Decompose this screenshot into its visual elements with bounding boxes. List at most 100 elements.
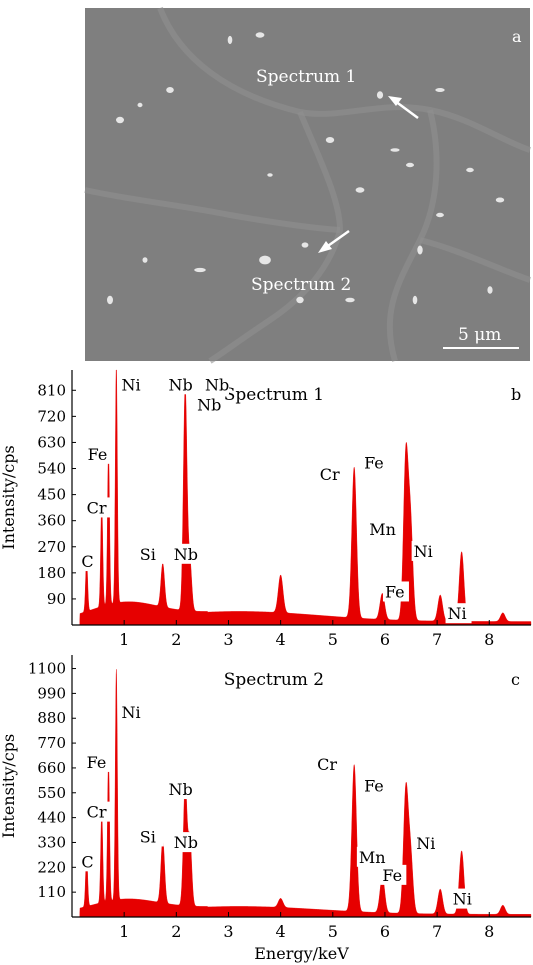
annotation-background [356,846,383,867]
y-tick-label: 810 [37,381,66,399]
annotation-background [166,374,193,395]
x-tick-label: 5 [328,630,338,649]
x-tick-label: 3 [223,630,233,649]
annotation-background [84,497,111,518]
x-tick-label: 8 [484,922,494,941]
annotation-background [84,801,111,822]
arrow-1-icon [388,96,419,120]
y-tick-label: 180 [37,564,66,582]
x-tick-label: 1 [119,630,129,649]
annotation-background [195,394,222,415]
peak-annotation: Cr [87,498,107,517]
y-tick-label: 330 [37,833,66,851]
annotation-background [84,751,111,772]
precipitate-particle [255,32,265,38]
peak-annotation: Fe [87,753,107,772]
peak-annotation: Ni [448,604,467,623]
chart-title: Spectrum 1 [224,385,324,405]
y-tick-label: 360 [37,512,66,530]
peak-annotation: Nb [174,833,198,852]
precipitate-particle [412,295,418,305]
annotation-background [414,833,441,854]
arrow-2-icon [318,229,350,253]
x-tick-label: 4 [276,630,286,649]
annotation-background [380,864,407,885]
precipitate-particle [227,35,233,45]
annotation-background [171,832,198,853]
peak-annotation: Fe [364,454,384,473]
precipitate-particle [406,162,414,168]
precipitate-particle [495,197,505,203]
precipitate-particles [107,32,505,305]
spectrum-area [79,369,532,626]
precipitate-particle [166,87,174,93]
x-tick-label: 5 [328,922,338,941]
x-tick-label: 8 [484,630,494,649]
peak-annotation: Nb [168,375,192,394]
annotation-background [137,543,164,564]
annotation-background [382,581,409,602]
peak-annotation: Cr [317,755,337,774]
panel-letter: c [511,670,520,689]
x-tick-label: 7 [432,630,442,649]
grain-boundary [208,110,344,364]
spectrum-area [79,669,532,918]
peak-annotation: Nb [197,396,221,415]
y-tick-label: 540 [37,460,66,478]
precipitate-particle [345,297,355,303]
scale-bar-label: 5 μm [458,325,501,345]
peak-annotation: Mn [369,520,396,539]
precipitate-particle [390,148,400,152]
annotation-background [85,443,112,464]
peak-annotation: C [81,852,93,871]
y-tick-label: 880 [37,709,66,727]
y-tick-label: 90 [47,590,66,608]
precipitate-particle [466,167,474,173]
annotation-background [119,374,146,395]
peak-annotation: Nb [205,375,229,394]
x-tick-label: 6 [380,630,390,649]
annotation-background [119,702,146,723]
sem-image-background [85,8,530,361]
x-tick-label: 1 [119,922,129,941]
precipitate-particle [296,296,304,304]
grain-boundary [84,187,341,233]
y-tick-label: 110 [37,883,66,901]
annotation-background [450,888,477,909]
peak-annotation: Cr [87,803,107,822]
annotation-background [362,452,389,473]
x-tick-label: 4 [276,922,286,941]
annotation-background [315,754,342,775]
precipitate-particle [435,88,445,92]
annotation-background [362,775,389,796]
annotation-background [166,779,193,800]
precipitate-particle [487,286,493,294]
y-tick-label: 1100 [28,660,66,678]
x-tick-label: 2 [171,630,181,649]
annotation-background [203,374,230,395]
annotation-background [367,519,394,540]
y-tick-label: 550 [37,784,66,802]
y-tick-label: 990 [37,684,66,702]
spectrum-2-chart: 1 2 3 4 5 6 7 8 110 220 330 440 550 660 770 880 990 1100 I… [0,655,532,963]
peak-annotation: Si [140,545,156,564]
spectrum-2-label: Spectrum 2 [251,275,351,295]
peak-annotation: Nb [174,545,198,564]
peak-annotation: Mn [359,848,386,867]
precipitate-particle [267,173,273,177]
sem-micrograph-panel: a Spectrum 1 Spectrum 2 5 μm [84,6,531,364]
peak-annotation: Ni [416,834,435,853]
precipitate-particle [259,255,271,265]
annotation-background [317,464,344,485]
peak-annotation: Fe [88,445,108,464]
y-tick-label: 630 [37,433,66,451]
x-tick-label: 2 [171,922,181,941]
precipitate-particle [137,102,143,108]
annotation-background [137,826,164,847]
precipitate-particle [436,212,444,218]
peak-annotation: C [81,552,93,571]
peak-annotation: Cr [320,465,340,484]
y-tick-label: 660 [37,759,66,777]
x-axis-label: Energy/keV [254,944,349,963]
peak-annotation: Ni [414,542,433,561]
